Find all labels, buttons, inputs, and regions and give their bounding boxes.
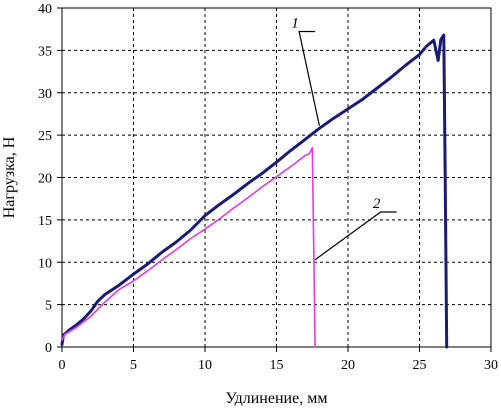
- x-tick-label: 30: [484, 358, 498, 373]
- curve-label-1: 1: [291, 15, 299, 31]
- curve-annotations: 12: [291, 15, 397, 261]
- y-tick-label: 25: [38, 129, 52, 144]
- axis-ticks: 0 5 10 15 20 25 30 0 5 10 15 20 25 30 35 40: [38, 2, 498, 373]
- x-tick-label: 20: [341, 358, 355, 373]
- x-tick-label: 15: [270, 358, 284, 373]
- x-tick-label: 0: [59, 358, 66, 373]
- series-line-2: [61, 147, 316, 348]
- x-axis-label: Удлинение, мм: [226, 390, 328, 407]
- y-tick-label: 30: [38, 87, 52, 102]
- x-tick-label: 25: [413, 358, 427, 373]
- y-tick-label: 15: [38, 214, 52, 229]
- y-tick-label: 5: [45, 299, 52, 314]
- series-line-1: [60, 33, 449, 349]
- y-tick-label: 40: [38, 2, 52, 17]
- annotation-leader: [298, 30, 320, 126]
- y-tick-label: 35: [38, 44, 52, 59]
- y-tick-label: 20: [38, 172, 52, 187]
- x-tick-label: 5: [130, 358, 137, 373]
- annotation-leader: [314, 211, 397, 261]
- y-tick-label: 10: [38, 256, 52, 271]
- x-tick-label: 10: [198, 358, 212, 373]
- data-series: [60, 33, 449, 349]
- curve-label-2: 2: [373, 196, 381, 212]
- y-axis-label: Нагрузка, Н: [1, 136, 18, 218]
- y-tick-label: 0: [45, 341, 52, 356]
